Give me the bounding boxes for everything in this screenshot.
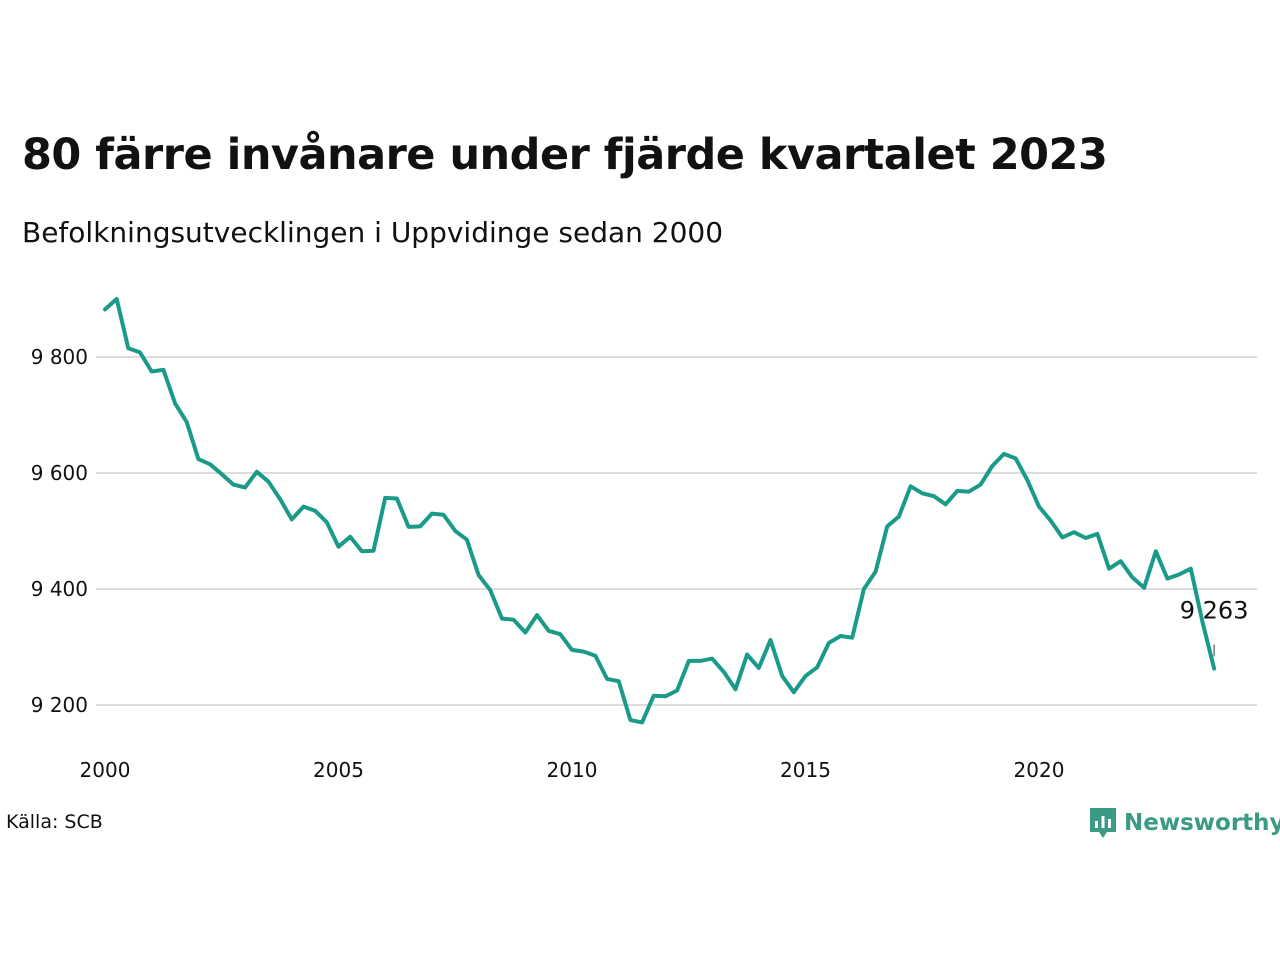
y-tick-label: 9 800	[31, 345, 88, 369]
last-value-label: 9 263	[1180, 596, 1249, 624]
series-line	[103, 297, 1217, 725]
x-tick-label: 2005	[313, 758, 364, 782]
annotation-group: 9 263	[1180, 596, 1249, 657]
brand-logo: Newsworthy	[1088, 805, 1280, 841]
x-tick-label: 2010	[547, 758, 598, 782]
newsworthy-logo-icon	[1090, 808, 1116, 838]
brand-name: Newsworthy	[1124, 810, 1280, 836]
line-chart: 9 200 9 400 9 600 9 800 2000 2005 2010 2015 202…	[31, 297, 1257, 782]
x-axis-tick-labels: 2000 2005 2010 2015 2020	[80, 758, 1065, 782]
x-tick-label: 2020	[1014, 758, 1065, 782]
y-tick-label: 9 200	[31, 693, 88, 717]
y-axis-tick-labels: 9 200 9 400 9 600 9 800	[31, 345, 88, 717]
chart-title: 80 färre invånare under fjärde kvartalet…	[22, 130, 1108, 180]
grid-lines	[96, 356, 1257, 706]
x-tick-label: 2000	[80, 758, 131, 782]
series-group	[103, 297, 1217, 725]
y-tick-label: 9 600	[31, 461, 88, 485]
y-tick-label: 9 400	[31, 577, 88, 601]
x-tick-label: 2015	[780, 758, 831, 782]
chart-subtitle: Befolkningsutvecklingen i Uppvidinge sed…	[22, 216, 724, 249]
source-note: Källa: SCB	[6, 811, 103, 833]
